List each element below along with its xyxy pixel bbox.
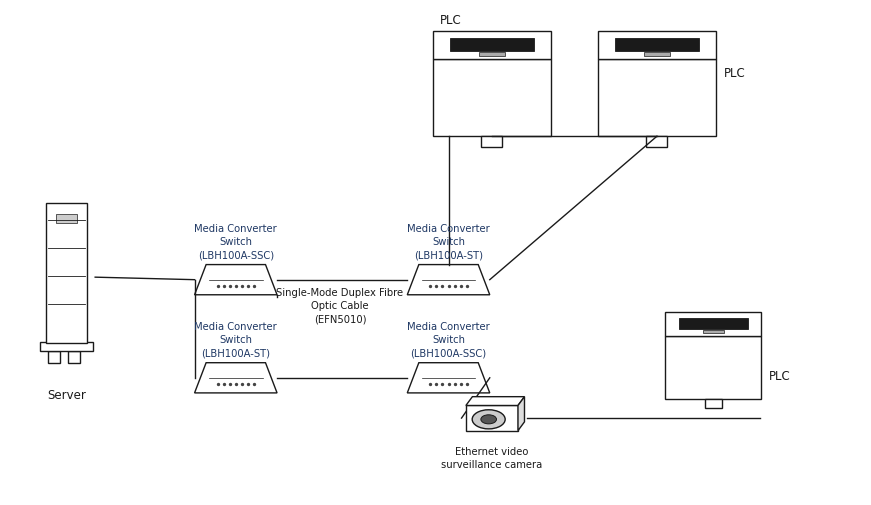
- Circle shape: [481, 415, 496, 424]
- Bar: [68, 351, 80, 363]
- Text: Media Converter
Switch
(LBH100A-ST): Media Converter Switch (LBH100A-ST): [194, 322, 277, 358]
- Bar: [665, 313, 761, 336]
- Bar: [646, 137, 667, 147]
- Bar: [57, 215, 77, 223]
- Polygon shape: [194, 265, 277, 295]
- Polygon shape: [408, 265, 490, 295]
- Polygon shape: [466, 397, 524, 406]
- Bar: [679, 319, 748, 329]
- Bar: [46, 204, 87, 343]
- Bar: [644, 53, 670, 57]
- Bar: [598, 60, 715, 137]
- Text: Media Converter
Switch
(LBH100A-SSC): Media Converter Switch (LBH100A-SSC): [407, 322, 490, 358]
- Bar: [665, 336, 761, 399]
- Text: PLC: PLC: [769, 370, 791, 382]
- Text: Media Converter
Switch
(LBH100A-SSC): Media Converter Switch (LBH100A-SSC): [194, 224, 277, 260]
- Bar: [482, 137, 503, 147]
- Bar: [479, 53, 505, 57]
- Polygon shape: [194, 363, 277, 393]
- Bar: [48, 351, 60, 363]
- Text: PLC: PLC: [440, 14, 462, 26]
- Text: PLC: PLC: [724, 67, 746, 80]
- Text: Media Converter
Switch
(LBH100A-ST): Media Converter Switch (LBH100A-ST): [407, 224, 490, 260]
- Bar: [449, 39, 534, 52]
- Text: Ethernet video
surveillance camera: Ethernet video surveillance camera: [442, 446, 543, 469]
- Circle shape: [472, 410, 505, 429]
- Bar: [615, 39, 699, 52]
- Text: Single-Mode Duplex Fibre
Optic Cable
(EFN5010): Single-Mode Duplex Fibre Optic Cable (EF…: [276, 287, 403, 323]
- Bar: [703, 330, 724, 334]
- Polygon shape: [518, 397, 524, 431]
- Bar: [705, 399, 722, 408]
- Bar: [466, 406, 518, 431]
- Polygon shape: [408, 363, 490, 393]
- Bar: [40, 343, 93, 351]
- Bar: [434, 60, 550, 137]
- Bar: [598, 31, 715, 60]
- Bar: [434, 31, 550, 60]
- Text: Server: Server: [47, 388, 86, 401]
